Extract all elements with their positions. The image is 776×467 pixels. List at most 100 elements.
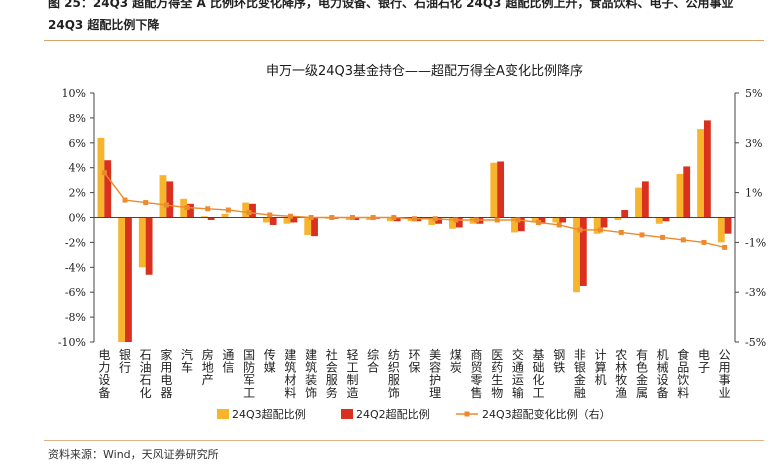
line-point-change <box>639 232 645 238</box>
bar-24q2 <box>724 217 732 234</box>
line-point-change <box>494 217 500 223</box>
line-point-change <box>474 217 480 223</box>
bar-24q2 <box>497 161 505 218</box>
bar-24q2 <box>125 217 132 342</box>
bar-24q2 <box>104 160 112 218</box>
bar-24q3 <box>386 217 394 222</box>
line-point-change <box>122 197 128 203</box>
line-point-change <box>101 170 107 176</box>
x-tick-label: 基础化工 <box>533 348 545 400</box>
line-point-change <box>412 216 417 222</box>
x-tick-label: 医药生物 <box>491 348 503 400</box>
caption-line-1: 图 25：24Q3 超配万得全 A 比例环比变化降序，电力设备、银行、石油石化 … <box>48 0 734 10</box>
series-line-change <box>103 172 725 249</box>
y-left-tick-label: 2% <box>69 187 86 200</box>
bar-24q3 <box>697 129 704 218</box>
bar-24q2 <box>166 181 174 218</box>
line-point-change <box>287 213 293 219</box>
bar-24q2 <box>579 217 587 286</box>
line-point-change <box>205 206 211 212</box>
bar-24q2 <box>703 120 711 218</box>
bar-24q3 <box>717 217 725 243</box>
bar-24q3 <box>180 198 188 218</box>
bar-24q3 <box>262 217 270 223</box>
y-right-tick-label: -1% <box>745 236 766 249</box>
line-point-change <box>680 237 686 243</box>
bar-24q2 <box>455 217 463 228</box>
x-tick-label: 有色金属 <box>636 348 648 400</box>
y-left-tick-label: 6% <box>69 137 86 150</box>
bar-24q3 <box>614 217 622 220</box>
line-point-change <box>184 205 190 211</box>
chart-area: 申万一级24Q3基金持仓——超配万得全A变化比例降序 10% 8% 6% 4% 2% 0% -… <box>58 63 766 421</box>
x-tick-label: 计算机 <box>595 348 607 387</box>
line-point-change <box>246 210 252 216</box>
x-tick-label: 汽车 <box>181 347 193 375</box>
bar-24q3 <box>138 217 146 268</box>
bar-24q3 <box>200 216 208 218</box>
x-tick-label: 建筑装饰 <box>305 348 317 400</box>
y-left-tick-label: 10% <box>62 87 86 100</box>
bar-24q2 <box>187 203 194 218</box>
line-point-change <box>225 207 231 213</box>
legend-swatch <box>217 409 229 419</box>
legend-swatch-marker <box>464 411 470 417</box>
line-point-change <box>329 215 335 220</box>
bar-24q3 <box>531 217 539 223</box>
bar-24q2 <box>145 217 153 275</box>
x-tick-label: 交通运输 <box>512 347 524 400</box>
footer-divider <box>44 440 764 441</box>
line-point-change <box>267 212 273 218</box>
line-point-change <box>370 215 376 220</box>
bar-24q2 <box>559 217 567 223</box>
y-right-tick-label: -5% <box>745 336 766 349</box>
x-tick-label: 食品饮料 <box>677 347 689 400</box>
y-right-tick-label: 3% <box>745 137 762 150</box>
line-point-change <box>515 217 521 223</box>
bar-24q3 <box>97 137 105 218</box>
x-tick-label: 综合 <box>367 348 379 375</box>
bar-24q3 <box>573 217 580 293</box>
line-point-change <box>453 217 459 223</box>
y-left-tick-label: -10% <box>58 336 86 349</box>
bar-24q2 <box>393 217 401 222</box>
line-point-change <box>143 200 149 206</box>
bar-24q3 <box>304 217 312 235</box>
bar-24q3 <box>428 217 436 225</box>
x-tick-label: 钢铁 <box>553 348 565 375</box>
line-point-change <box>598 227 604 233</box>
x-tick-label: 机械设备 <box>657 348 669 400</box>
y-left-tick-label: 0% <box>69 212 86 225</box>
x-tick-label: 电子 <box>698 348 710 375</box>
bar-24q3 <box>242 202 250 218</box>
x-tick-label: 公用事业 <box>719 348 731 400</box>
bar-24q2 <box>662 217 670 222</box>
line-point-change <box>391 215 397 220</box>
bar-24q2 <box>435 217 443 224</box>
line-point-change <box>349 215 355 220</box>
y-right-tick-label: -3% <box>745 286 766 299</box>
bar-24q3 <box>449 217 456 229</box>
bar-24q2 <box>683 166 691 218</box>
caption-divider <box>44 40 764 41</box>
source-note: 资料来源：Wind，天风证券研究所 <box>48 448 219 461</box>
x-tick-label: 美容护理 <box>429 348 441 400</box>
bar-24q3 <box>283 217 291 224</box>
y-left-tick-label: -4% <box>65 261 86 274</box>
x-tick-label: 国防军工 <box>243 348 255 400</box>
x-tick-label: 银行 <box>119 348 131 375</box>
x-tick-label: 非银金融 <box>574 348 586 400</box>
line-point-change <box>556 222 562 228</box>
x-tick-label: 传媒 <box>264 347 276 375</box>
bar-24q3 <box>366 217 374 220</box>
x-tick-label: 通信 <box>222 348 234 375</box>
line-point-change <box>163 202 169 208</box>
bar-24q3 <box>345 217 353 220</box>
line-point-change <box>308 215 314 220</box>
y-left-tick-label: 8% <box>69 112 86 125</box>
x-tick-label: 农林牧渔 <box>615 348 627 400</box>
bar-24q2 <box>621 210 629 218</box>
x-tick-label: 家用电器 <box>160 347 172 400</box>
bar-24q2 <box>641 181 649 218</box>
x-tick-label: 纺织服饰 <box>388 348 400 400</box>
